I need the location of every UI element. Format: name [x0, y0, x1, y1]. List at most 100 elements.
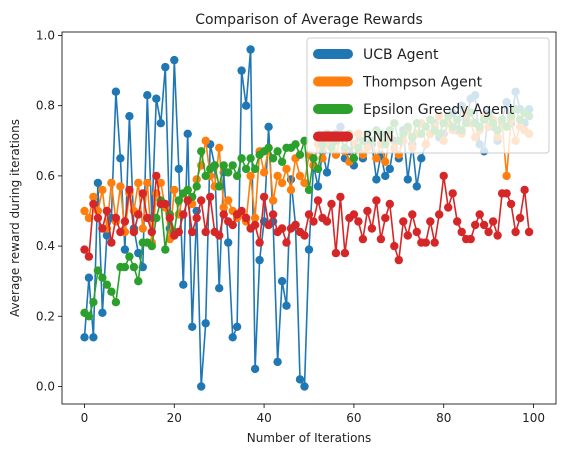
data-point — [277, 224, 287, 233]
data-point — [107, 287, 116, 296]
data-point — [381, 171, 390, 181]
data-point — [385, 199, 394, 209]
data-point — [304, 245, 314, 254]
data-point — [322, 168, 332, 177]
data-point — [84, 312, 94, 321]
data-point — [98, 224, 107, 233]
data-point — [488, 217, 498, 226]
data-point — [259, 192, 269, 202]
data-point — [484, 227, 493, 237]
data-point — [246, 45, 255, 54]
data-point — [250, 220, 260, 230]
legend-label: Epsilon Greedy Agent — [363, 102, 515, 118]
data-point — [183, 129, 192, 138]
data-point — [273, 171, 282, 181]
data-point — [268, 196, 278, 205]
data-point — [493, 231, 502, 240]
data-point — [165, 213, 174, 223]
data-point — [215, 182, 224, 191]
data-point — [479, 220, 489, 230]
data-point — [237, 154, 246, 163]
data-point — [111, 298, 121, 307]
data-point — [89, 192, 98, 202]
x-tick-label: 40 — [256, 411, 271, 425]
y-axis-ticks: 0.0 0.2 0.4 0.6 0.8 1.0 — [36, 29, 62, 393]
data-point — [381, 157, 390, 166]
data-point — [188, 322, 197, 331]
y-tick-label: 1.0 — [36, 29, 55, 43]
x-tick-label: 80 — [436, 411, 451, 425]
data-point — [206, 192, 215, 202]
data-point — [224, 238, 233, 247]
data-point — [197, 196, 206, 205]
data-point — [215, 231, 224, 240]
data-point — [161, 62, 170, 72]
data-point — [475, 210, 484, 219]
data-point — [295, 375, 305, 384]
data-point — [466, 234, 475, 244]
data-point — [107, 178, 116, 188]
data-point — [93, 178, 103, 188]
data-point — [408, 210, 417, 219]
data-point — [84, 273, 94, 282]
data-point — [111, 87, 121, 96]
data-point — [309, 217, 318, 226]
x-tick-label: 0 — [81, 411, 89, 425]
data-point — [354, 217, 363, 226]
data-point — [116, 154, 125, 163]
data-point — [255, 238, 264, 247]
data-point — [152, 94, 161, 103]
data-point — [156, 119, 165, 128]
data-point — [89, 298, 98, 307]
data-point — [125, 185, 134, 195]
data-point — [250, 164, 260, 174]
data-point — [439, 171, 448, 181]
data-point — [143, 178, 152, 188]
series-3 — [80, 171, 534, 265]
x-axis-label: Number of Iterations — [247, 431, 372, 445]
data-point — [156, 178, 165, 188]
data-point — [340, 248, 350, 258]
data-point — [174, 164, 183, 174]
data-point — [327, 199, 336, 209]
data-point — [232, 322, 242, 331]
data-point — [372, 196, 381, 205]
data-point — [255, 255, 264, 265]
data-point — [120, 245, 130, 254]
data-point — [228, 333, 237, 342]
data-point — [183, 196, 192, 205]
data-point — [524, 227, 534, 237]
data-point — [250, 213, 260, 223]
data-point — [197, 382, 206, 391]
data-point — [143, 213, 152, 223]
data-point — [134, 210, 143, 219]
data-point — [385, 164, 394, 174]
data-point — [471, 220, 480, 230]
y-tick-label: 0.0 — [36, 379, 55, 393]
data-point — [219, 210, 228, 219]
data-point — [268, 210, 278, 219]
data-point — [273, 357, 282, 367]
y-tick-label: 0.2 — [36, 309, 55, 323]
data-point — [228, 161, 237, 170]
data-point — [111, 213, 121, 223]
data-point — [84, 213, 94, 223]
data-point — [313, 196, 323, 205]
data-point — [511, 227, 520, 237]
data-point — [313, 182, 323, 191]
data-point — [84, 252, 94, 261]
data-point — [224, 196, 233, 205]
data-point — [336, 192, 345, 202]
data-point — [224, 168, 233, 177]
data-point — [134, 248, 143, 258]
data-point — [259, 168, 269, 177]
data-point — [457, 227, 466, 237]
data-point — [98, 273, 107, 282]
data-point — [403, 175, 412, 184]
data-point — [197, 147, 206, 156]
data-point — [138, 224, 147, 233]
data-point — [300, 231, 309, 240]
data-point — [277, 157, 287, 166]
data-point — [282, 164, 291, 174]
data-point — [304, 210, 314, 219]
